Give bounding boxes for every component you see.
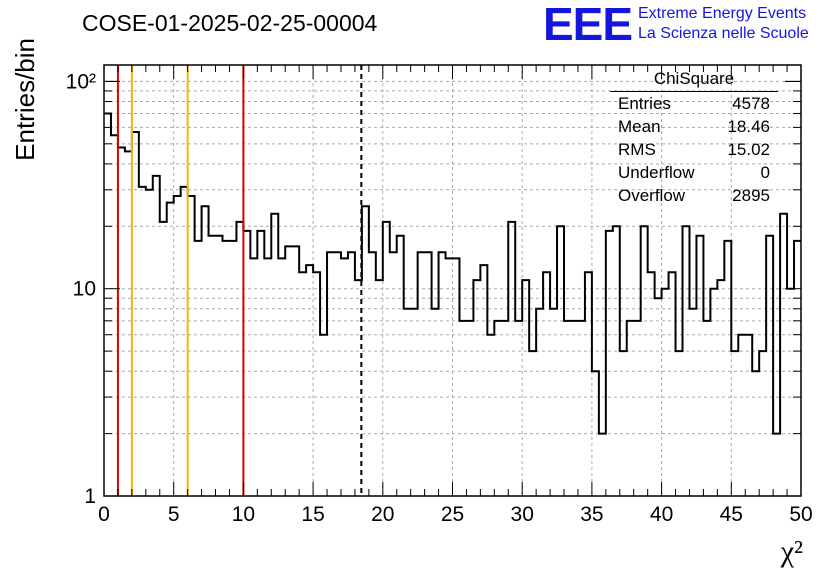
stats-row: Overflow 2895 <box>610 184 778 207</box>
run-title: COSE-01-2025-02-25-00004 <box>82 10 378 36</box>
stats-value: 18.46 <box>727 117 770 136</box>
stats-row: Underflow 0 <box>610 161 778 184</box>
stats-value: 0 <box>760 163 770 182</box>
x-tick-label: 40 <box>650 503 673 526</box>
x-tick-label: 5 <box>168 503 180 526</box>
x-tick-label: 50 <box>789 503 812 526</box>
stats-box: ChiSquare Entries 4578 Mean 18.46 RMS 15.02 Un… <box>610 68 778 207</box>
stats-row: Entries 4578 <box>610 92 778 115</box>
logo-line-1: Extreme Energy Events <box>638 5 807 22</box>
y-tick-label: 10² <box>66 70 96 93</box>
x-tick-label: 30 <box>511 503 534 526</box>
stats-label: Underflow <box>618 163 695 182</box>
stats-row: RMS 15.02 <box>610 138 778 161</box>
logo-line-2: La Scienza nelle Scuole <box>638 25 809 42</box>
histogram-series <box>104 112 801 435</box>
stats-label: Overflow <box>618 186 686 205</box>
x-tick-label: 45 <box>720 503 743 526</box>
eee-logo: EEE Extreme Energy Events La Scienza nel… <box>543 0 833 50</box>
stats-value: 2895 <box>732 186 770 205</box>
x-tick-label: 15 <box>301 503 324 526</box>
x-axis-label: χ² <box>780 535 803 568</box>
x-tick-label: 20 <box>371 503 394 526</box>
y-axis-label: Entries/bin <box>10 38 40 161</box>
stats-title: ChiSquare <box>610 68 778 92</box>
stats-value: 4578 <box>732 94 770 113</box>
x-tick-label: 0 <box>98 503 110 526</box>
logo-mark: EEE <box>543 0 633 50</box>
stats-value: 15.02 <box>727 140 770 159</box>
x-tick-label: 35 <box>580 503 603 526</box>
x-tick-label: 25 <box>441 503 464 526</box>
plot-area <box>104 65 801 496</box>
y-tick-label: 1 <box>84 485 96 508</box>
stats-rows: Entries 4578 Mean 18.46 RMS 15.02 Underflow 0 Ov… <box>610 92 778 207</box>
x-tick-label: 10 <box>232 503 255 526</box>
y-tick-label: 10 <box>73 278 96 301</box>
stats-row: Mean 18.46 <box>610 115 778 138</box>
stats-label: Entries <box>618 94 671 113</box>
stats-label: RMS <box>618 140 656 159</box>
stats-label: Mean <box>618 117 661 136</box>
